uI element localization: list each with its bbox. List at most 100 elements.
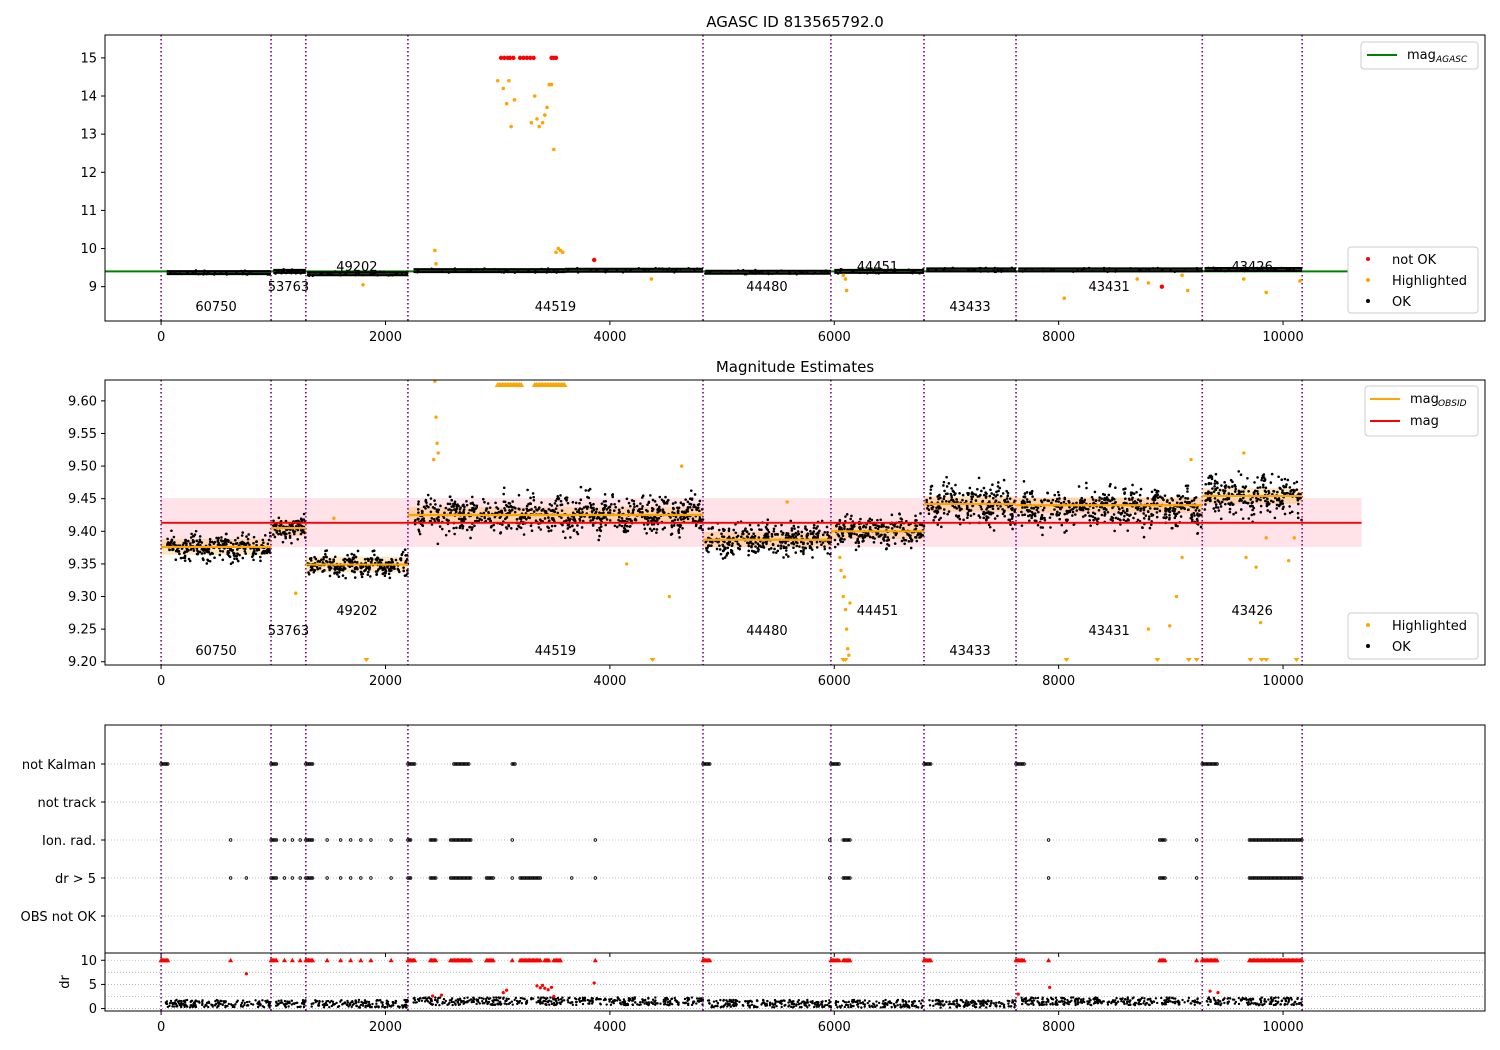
- flag-point: [369, 876, 373, 880]
- ok-point: [752, 532, 755, 536]
- ok-dr-point: [581, 996, 585, 999]
- ok-point: [635, 504, 639, 508]
- ok-point: [448, 495, 452, 499]
- ok-dr-point: [546, 1000, 549, 1003]
- ok-dr-point: [609, 1003, 613, 1007]
- ok-point: [1247, 490, 1250, 493]
- ok-point: [1031, 495, 1034, 498]
- ok-dr-point: [666, 1000, 670, 1004]
- ok-point: [1033, 519, 1037, 522]
- ok-point: [893, 270, 897, 273]
- ok-point: [458, 526, 462, 530]
- flag-point: [432, 838, 437, 842]
- ok-point: [603, 506, 606, 510]
- ok-point: [1234, 485, 1237, 488]
- ok-point: [589, 519, 592, 522]
- ok-point: [465, 503, 469, 507]
- ok-point: [1251, 508, 1254, 512]
- ok-dr-point: [690, 1003, 694, 1007]
- ok-point: [194, 269, 198, 272]
- ok-point: [705, 272, 708, 275]
- flag-category-label: not Kalman: [22, 758, 96, 773]
- ok-point: [1107, 493, 1111, 497]
- ok-point: [280, 270, 284, 273]
- ok-point: [482, 511, 486, 515]
- ok-point: [896, 525, 899, 529]
- ok-point: [698, 499, 702, 503]
- ok-point: [900, 518, 904, 521]
- ok-point: [1269, 499, 1273, 503]
- y-tick-label: 10: [80, 242, 97, 257]
- ok-point: [1214, 487, 1217, 491]
- ok-point: [449, 511, 452, 514]
- ok-point: [545, 269, 549, 273]
- ok-dr-point: [428, 1001, 432, 1004]
- ok-point: [272, 519, 275, 523]
- ok-point: [1025, 498, 1029, 501]
- ok-point: [547, 516, 550, 519]
- ok-point: [259, 559, 262, 563]
- ok-point: [1152, 499, 1156, 502]
- ok-point: [686, 500, 690, 504]
- ok-point: [591, 518, 595, 522]
- ok-point: [861, 540, 864, 543]
- ok-dr-point: [226, 1004, 229, 1008]
- ok-point: [1103, 510, 1106, 514]
- ok-point: [815, 532, 818, 536]
- ok-point: [540, 501, 543, 504]
- ok-point: [1138, 269, 1142, 272]
- ok-point: [632, 508, 635, 511]
- ok-point: [668, 267, 671, 270]
- ok-point: [288, 269, 291, 272]
- ok-dr-point: [627, 996, 631, 1000]
- ok-point: [275, 269, 279, 272]
- ok-point: [657, 516, 661, 520]
- ok-dr-point: [284, 1005, 288, 1009]
- ok-point: [870, 268, 873, 271]
- ok-point: [849, 534, 853, 537]
- ok-point: [1093, 512, 1097, 516]
- ok-point: [328, 557, 332, 561]
- ok-point: [1237, 470, 1241, 473]
- panel2-title: Magnitude Estimates: [716, 358, 874, 376]
- ok-point: [326, 560, 329, 564]
- ok-point: [997, 489, 1000, 493]
- ok-point: [360, 565, 364, 569]
- ok-point: [1256, 269, 1259, 273]
- ok-point: [312, 570, 316, 574]
- ok-dr-point: [421, 996, 425, 1000]
- ok-point: [316, 567, 319, 571]
- ok-dr-point: [487, 1000, 491, 1004]
- flag-point: [1161, 838, 1166, 842]
- ok-point: [1238, 499, 1241, 503]
- highlighted-point: [1174, 594, 1179, 599]
- ok-point: [450, 508, 453, 512]
- panel1-frame: [104, 34, 1486, 322]
- ok-point: [759, 545, 763, 549]
- ok-point: [802, 271, 805, 274]
- ok-dr-point: [229, 1003, 233, 1006]
- ok-dr-point: [386, 1005, 389, 1008]
- ok-point: [352, 570, 356, 574]
- ok-point: [254, 552, 258, 556]
- ok-dr-point: [463, 997, 466, 1000]
- ok-point: [672, 270, 676, 273]
- ok-point: [870, 518, 874, 522]
- ok-point: [322, 555, 326, 559]
- ok-point: [1056, 510, 1059, 514]
- ok-point: [1084, 507, 1088, 511]
- ok-point: [1071, 270, 1075, 273]
- ok-point: [1142, 512, 1145, 515]
- ok-point: [760, 528, 763, 532]
- ok-point: [850, 271, 853, 274]
- ok-point: [791, 540, 795, 544]
- ok-point: [498, 516, 502, 520]
- ok-point: [1085, 486, 1088, 490]
- ok-point: [640, 515, 644, 519]
- ok-point: [767, 530, 771, 534]
- ok-point: [501, 523, 504, 526]
- ok-point: [1011, 527, 1014, 531]
- ok-dr-point: [633, 997, 636, 1001]
- ok-point: [925, 498, 928, 502]
- ok-point: [585, 507, 589, 510]
